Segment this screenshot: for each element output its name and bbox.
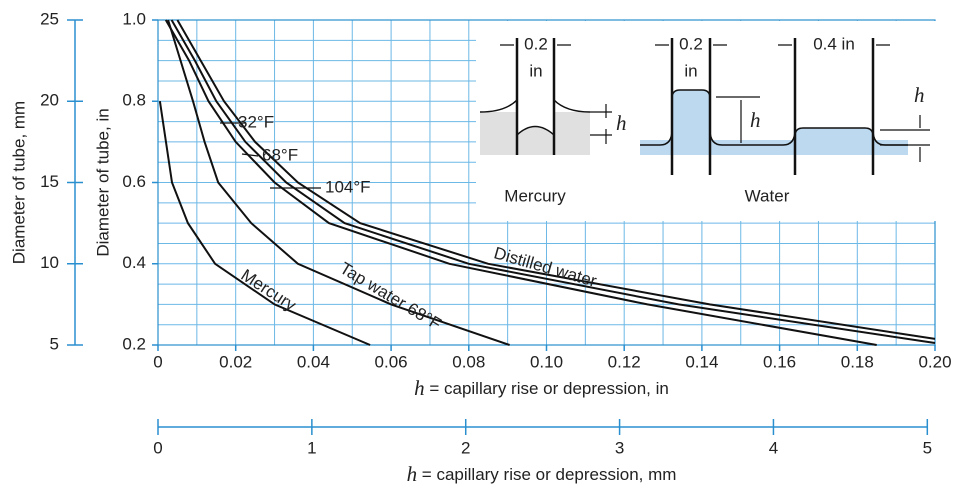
y-tick-label: 0.8 xyxy=(122,91,146,110)
x2-tick-label: 3 xyxy=(615,438,624,457)
inset-label: h xyxy=(616,111,627,135)
y-tick-label: 0.2 xyxy=(122,334,146,353)
curve xyxy=(170,19,936,344)
x2-tick-label: 4 xyxy=(769,438,778,457)
x-tick-label: 0.04 xyxy=(297,352,330,371)
inset-label: in xyxy=(684,61,697,80)
inset-label: 0.2 xyxy=(524,34,548,53)
x2-tick-label: 2 xyxy=(461,438,470,457)
water-fill xyxy=(795,128,873,155)
series-label: 68°F xyxy=(262,145,298,164)
mercury-fill xyxy=(480,112,517,155)
axis-symbol: h xyxy=(407,462,418,486)
inset-label: Water xyxy=(745,186,790,205)
curve xyxy=(164,19,877,346)
x2-tick-label: 1 xyxy=(307,438,316,457)
mercury-fill xyxy=(517,126,554,155)
inset-label: in xyxy=(529,61,542,80)
axis-symbol: h xyxy=(414,376,425,400)
inset-label: h xyxy=(914,83,925,107)
inset-label: Mercury xyxy=(504,186,566,205)
y-tick-label: 0.4 xyxy=(122,253,146,272)
y-tick-label: 0.6 xyxy=(122,172,146,191)
mercury-fill xyxy=(554,112,590,155)
dimension xyxy=(500,44,612,144)
curve xyxy=(167,19,510,346)
y2-axis-label: Diameter of tube, mm xyxy=(9,101,28,264)
meniscus xyxy=(640,89,908,146)
dimension xyxy=(655,44,930,162)
curve xyxy=(158,101,371,346)
x-tick-label: 0.18 xyxy=(841,352,874,371)
y2-tick-label: 15 xyxy=(40,172,59,191)
x-tick-label: 0.02 xyxy=(219,352,252,371)
inset-label: h xyxy=(750,108,761,132)
inset-label: 0.4 in xyxy=(813,34,855,53)
x-tick-label: 0.20 xyxy=(918,352,951,371)
x2-axis-label: h = capillary rise or depression, mm xyxy=(407,462,677,486)
y2-tick-label: 10 xyxy=(40,253,59,272)
series-label: 104°F xyxy=(325,177,371,196)
x-tick-label: 0.16 xyxy=(763,352,796,371)
x-axis-label: h = capillary rise or depression, in xyxy=(414,376,669,400)
meniscus xyxy=(479,99,591,136)
y-axis-label: Diameter of tube, in xyxy=(93,108,112,256)
series-label: 32°F xyxy=(238,112,274,131)
x-tick-label: 0.08 xyxy=(452,352,485,371)
y-tick-label: 1.0 xyxy=(122,9,146,28)
axis-label-text: = capillary rise or depression, mm xyxy=(417,465,676,484)
axis-label-text: = capillary rise or depression, in xyxy=(425,379,669,398)
x-tick-label: 0.06 xyxy=(375,352,408,371)
x2-tick-label: 0 xyxy=(153,438,162,457)
x-tick-label: 0 xyxy=(153,352,162,371)
series-label: Mercury xyxy=(238,265,300,315)
y2-tick-label: 25 xyxy=(40,9,59,28)
inset: 0.2 in h Mercury 0.2 in 0.4 in h h Water xyxy=(476,21,944,221)
x-tick-label: 0.14 xyxy=(685,352,718,371)
y2-tick-label: 5 xyxy=(50,334,59,353)
y2-tick-label: 20 xyxy=(40,91,59,110)
x-tick-label: 0.10 xyxy=(530,352,563,371)
inset-label: 0.2 xyxy=(679,34,703,53)
x-tick-label: 0.12 xyxy=(608,352,641,371)
x2-tick-label: 5 xyxy=(923,438,932,457)
curve xyxy=(176,19,936,340)
water-fill xyxy=(672,90,710,155)
leader-line xyxy=(241,153,259,157)
